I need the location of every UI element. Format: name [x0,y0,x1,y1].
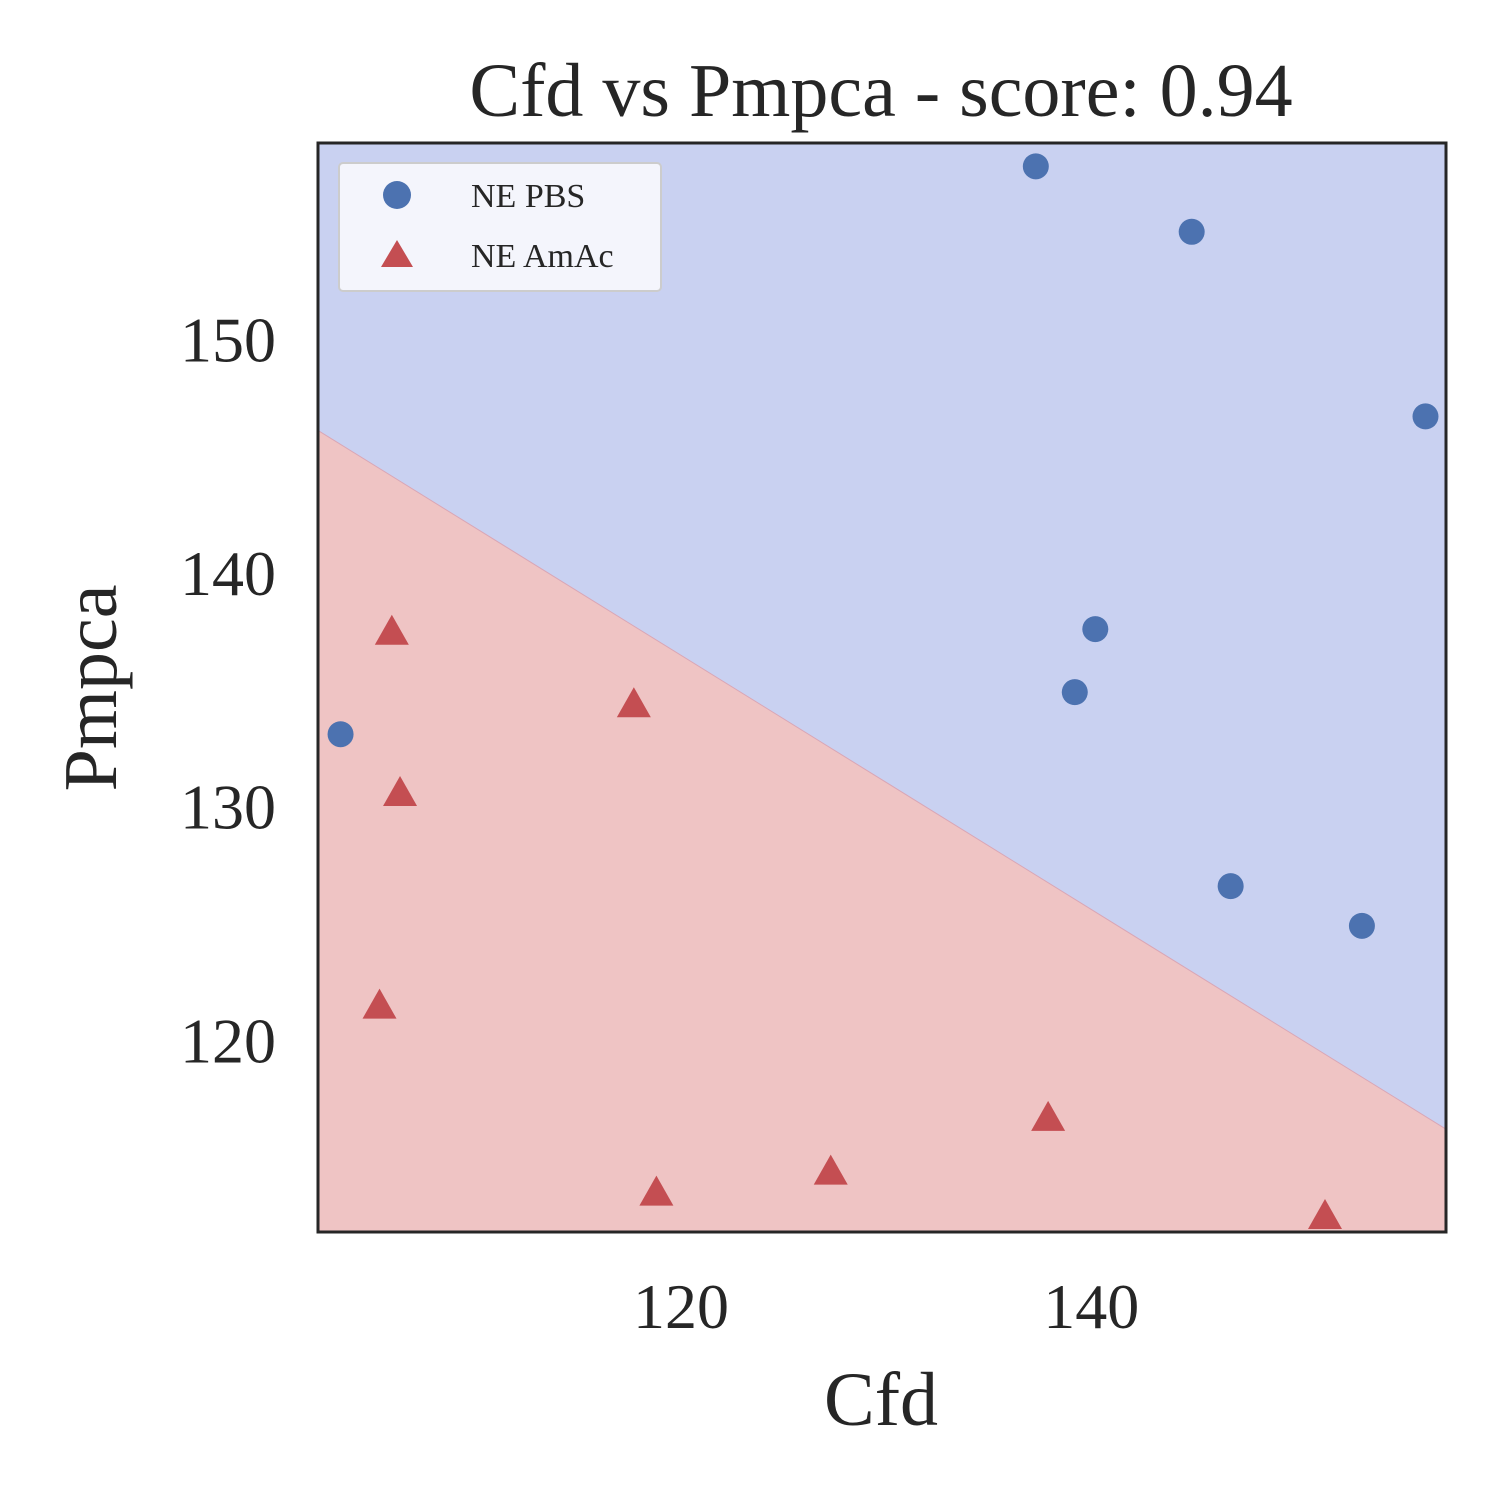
y-tick-label-150: 150 [180,304,276,375]
point-ne-amac-1 [362,988,397,1019]
chart-title: Cfd vs Pmpca - score: 0.94 [469,49,1292,133]
point-ne-pbs-3 [1061,679,1088,706]
point-ne-amac-5 [639,1175,674,1206]
point-ne-amac-6 [813,1154,848,1185]
point-ne-pbs-2 [1022,153,1049,180]
point-ne-pbs-4 [1082,616,1109,643]
plot-area [316,141,1448,1234]
x-axis-ticks: 120 140 [633,1271,1139,1342]
legend: NE PBS NE AmAc [338,162,662,292]
legend-box [338,162,662,292]
legend-label-ne-amac: NE AmAc [471,238,614,275]
point-ne-pbs-1 [327,721,354,748]
y-axis-label: Pmpca [49,585,133,792]
region-ne-amac [318,430,1446,1232]
axes-frame [316,141,1448,1234]
y-tick-label-120: 120 [180,1005,276,1076]
point-ne-pbs-8 [1412,403,1439,430]
y-tick-label-140: 140 [180,538,276,609]
y-tick-label-130: 130 [180,772,276,843]
point-ne-amac-8 [1307,1198,1342,1229]
point-ne-amac-4 [616,687,651,718]
point-ne-amac-3 [383,775,418,806]
legend-marker-ne-pbs [383,181,411,209]
x-tick-label-140: 140 [1043,1271,1139,1342]
point-ne-pbs-5 [1178,218,1205,245]
decision-boundary [317,430,1447,1130]
data-points [327,153,1439,1229]
point-ne-amac-2 [374,614,409,645]
x-axis-label: Cfd [824,1358,938,1442]
point-ne-pbs-7 [1348,912,1375,939]
y-axis-ticks: 120 130 140 150 [180,304,276,1076]
legend-label-ne-pbs: NE PBS [471,178,585,215]
point-ne-pbs-6 [1217,873,1244,900]
x-tick-label-120: 120 [633,1271,729,1342]
region-ne-pbs [318,143,1446,1130]
legend-marker-ne-amac [381,240,413,267]
point-ne-amac-7 [1031,1100,1066,1131]
